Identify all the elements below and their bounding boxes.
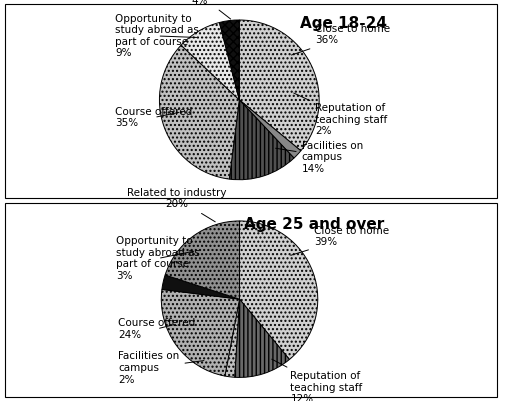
Text: Opportunity to
study abroad as
part of course
9%: Opportunity to study abroad as part of c…	[115, 14, 199, 59]
Text: Reputation of
teaching staff
12%: Reputation of teaching staff 12%	[272, 359, 363, 401]
Text: Close to home
36%: Close to home 36%	[291, 24, 390, 55]
Text: Facilities on
campus
14%: Facilities on campus 14%	[276, 141, 363, 174]
Text: Close to home
39%: Close to home 39%	[291, 226, 389, 255]
Text: Age 18-24: Age 18-24	[300, 16, 387, 31]
Text: Related to industry
4%: Related to industry 4%	[150, 0, 249, 19]
Wedge shape	[235, 299, 289, 377]
Wedge shape	[240, 221, 318, 359]
Wedge shape	[165, 221, 240, 299]
Text: Course offered
35%: Course offered 35%	[115, 107, 193, 128]
Wedge shape	[220, 20, 239, 100]
Wedge shape	[229, 100, 294, 180]
Text: Reputation of
teaching staff
2%: Reputation of teaching staff 2%	[294, 93, 387, 136]
Text: Course offered
24%: Course offered 24%	[118, 318, 196, 340]
Wedge shape	[159, 45, 239, 179]
Text: Age 25 and over: Age 25 and over	[244, 217, 384, 232]
Wedge shape	[181, 22, 239, 100]
Text: Related to industry
20%: Related to industry 20%	[127, 188, 227, 222]
Text: Opportunity to
study abroad as
part of course
3%: Opportunity to study abroad as part of c…	[116, 236, 200, 281]
Text: Facilities on
campus
2%: Facilities on campus 2%	[118, 351, 204, 385]
Wedge shape	[161, 290, 240, 376]
Wedge shape	[239, 20, 319, 151]
Wedge shape	[162, 275, 240, 299]
Wedge shape	[239, 100, 301, 158]
Wedge shape	[225, 299, 240, 377]
